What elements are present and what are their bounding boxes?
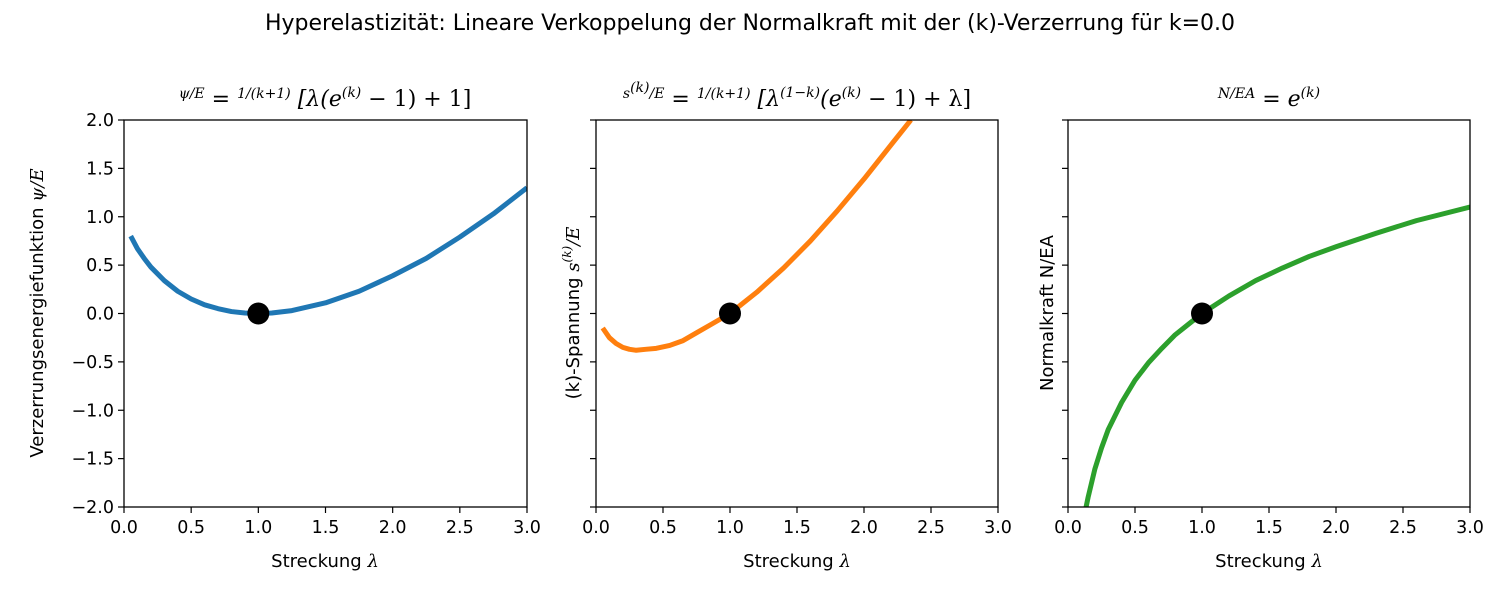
- panel-1-xtick-label: 3.0: [513, 518, 541, 538]
- panel-1-ylabel: Verzerrungsenergiefunktion ψ/E: [27, 168, 48, 457]
- panel-3-ylabel: Normalkraft N/EA: [1037, 234, 1058, 391]
- panel-3-xtick-label: 1.0: [1188, 518, 1216, 538]
- plot-layer: 0.0 0.5 1.0 1.5 2.0 2.5 3.0 2.0 1.5 1.0 0.5 0.0 −0.5…: [72, 111, 1484, 538]
- panel-1-title: ψ/E = 1/(k+1) [λ(e(k) − 1) + 1]: [179, 85, 472, 112]
- panel-3-title: N/EA = e(k): [1217, 85, 1320, 112]
- panel-2-series-line-1: [600, 120, 913, 353]
- panel-1-ytick-label: 0.0: [86, 305, 114, 325]
- panel-3-xtick-label: 3.0: [1456, 518, 1484, 538]
- panel-2-xtick-label: 3.0: [984, 518, 1012, 538]
- panel-2-xtick-label: 1.0: [716, 518, 744, 538]
- panel-1-xtick-label: 0.0: [110, 518, 138, 538]
- panel-3-xtick-label: 2.0: [1322, 518, 1350, 538]
- panel-1-ytick-label: 1.0: [86, 208, 114, 228]
- panel-3-xlabel: Streckung λ: [1215, 551, 1323, 572]
- figure-suptitle: Hyperelastizität: Lineare Verkoppelung d…: [265, 11, 1235, 36]
- panel-3-point-marker-1: [1191, 302, 1213, 325]
- panel-1-series-line-1: [128, 185, 527, 316]
- panel-2-xlabel: Streckung λ: [743, 551, 851, 572]
- panel-1-ytick-label: 0.5: [86, 256, 114, 276]
- panel-1-ytick-label: −2.0: [72, 498, 115, 518]
- panel-1-xtick-label: 0.5: [177, 518, 205, 538]
- panel-1-ytick-label: −0.5: [72, 353, 115, 373]
- panel-2-xtick-label: 0.0: [582, 518, 610, 538]
- panel-1-ytick-label: −1.0: [72, 401, 115, 421]
- panel-1-xtick-label: 2.5: [446, 518, 474, 538]
- panel-3-xtick-label: 0.0: [1054, 518, 1082, 538]
- panel-3-xtick-label: 2.5: [1389, 518, 1417, 538]
- panel-2-xtick-label: 0.5: [649, 518, 677, 538]
- panel-1-ytick-label: 1.5: [86, 159, 114, 179]
- panel-1-xtick-label: 2.0: [379, 518, 407, 538]
- panel-2-xtick-label: 1.5: [783, 518, 811, 538]
- panel-1-ytick-label: −1.5: [72, 450, 115, 470]
- panel-2-point-marker-1: [719, 302, 741, 325]
- panel-2-xtick-label: 2.5: [917, 518, 945, 538]
- panel-3-series-line-1: [1083, 204, 1470, 507]
- panel-1-xlabel: Streckung λ: [271, 551, 379, 572]
- panel-1-xtick-label: 1.0: [244, 518, 272, 538]
- panel-2-xtick-label: 2.0: [850, 518, 878, 538]
- panel-2-axes-frame: [595, 119, 999, 508]
- panel-1-axes-frame: [123, 119, 528, 508]
- panel-2-title: s(k)/E = 1/(k+1) [λ(1−k)(e(k) − 1) + λ]: [623, 80, 971, 112]
- panel-3-axes-frame: [1067, 119, 1471, 508]
- panel-1-xtick-label: 1.5: [312, 518, 340, 538]
- panel-1-ytick-label: 2.0: [86, 111, 114, 131]
- panel-1-point-marker-1: [247, 302, 270, 325]
- panel-3-xtick-label: 1.5: [1255, 518, 1283, 538]
- panel-2-ylabel: (k)-Spannung s(k)/E: [560, 227, 584, 400]
- panel-3-xtick-label: 0.5: [1121, 518, 1149, 538]
